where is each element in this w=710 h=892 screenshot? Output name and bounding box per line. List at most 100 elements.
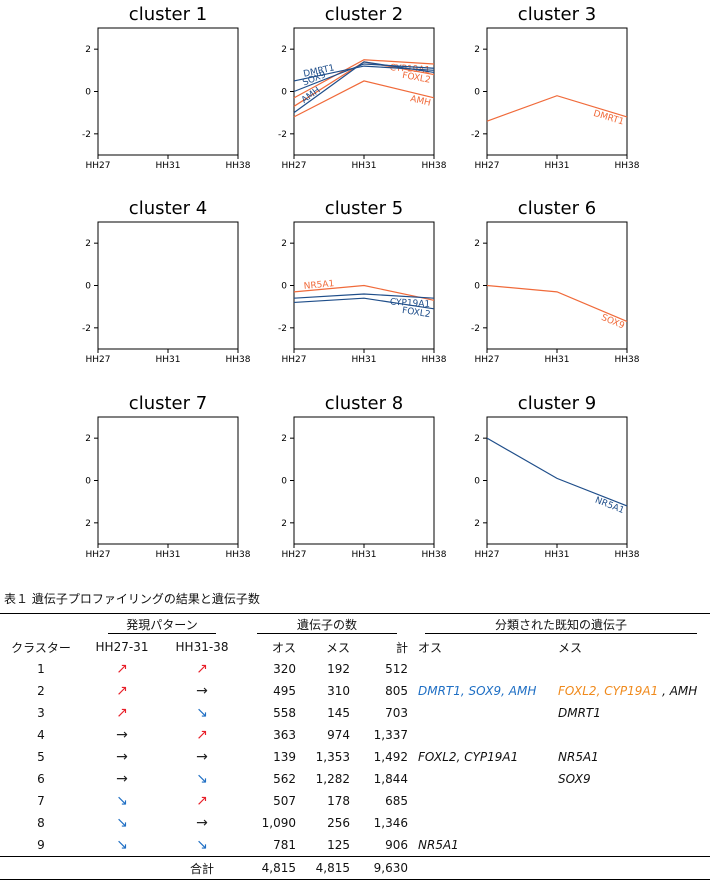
x-tick-label: HH31 — [156, 161, 181, 171]
y-tick-label: 0 — [85, 477, 91, 487]
y-tick-label: -2 — [471, 130, 480, 140]
x-tick-label: HH38 — [422, 355, 447, 365]
cell-male: 139 — [273, 750, 296, 764]
plot-frame — [293, 416, 435, 545]
table-total-row: 合計 4,815 4,815 9,630 — [0, 856, 710, 880]
x-tick-label: HH31 — [545, 355, 570, 365]
header-known-female: メス — [558, 640, 583, 655]
y-tick-label: 2 — [85, 45, 91, 55]
y-tick-label: 2 — [474, 239, 480, 249]
cell-p1: → — [116, 771, 128, 787]
cell-total: 1,337 — [373, 728, 408, 742]
cell-male: 507 — [273, 794, 296, 808]
plot-frame — [486, 416, 628, 545]
cell-p1: ↘ — [116, 793, 128, 809]
table-row: 3 ↗ ↘ 558 145 703 DMRT1 — [0, 702, 710, 724]
y-tick-label: 0 — [281, 477, 287, 487]
cell-cluster: 4 — [37, 728, 45, 742]
series-line — [293, 63, 435, 93]
x-tick-label: HH38 — [615, 355, 640, 365]
x-tick-label: HH38 — [422, 161, 447, 171]
cell-known-male: NR5A1 — [418, 838, 459, 852]
cell-p2: ↗ — [196, 661, 208, 677]
cell-cluster: 9 — [37, 838, 45, 852]
cell-known-male — [412, 812, 552, 834]
series-line — [293, 61, 435, 114]
plot-frame — [486, 27, 628, 156]
cell-total-blank — [412, 856, 552, 880]
cell-p1: ↘ — [116, 837, 128, 853]
cell-cluster: 6 — [37, 772, 45, 786]
x-tick-label: HH38 — [615, 550, 640, 560]
cell-total-blank — [82, 856, 162, 880]
cell-male: 781 — [273, 838, 296, 852]
cell-total-male: 4,815 — [242, 856, 300, 880]
x-tick-label: HH27 — [282, 161, 307, 171]
header-cluster: クラスター — [11, 640, 71, 655]
table-row: 9 ↘ ↘ 781 125 906 NR5A1 — [0, 834, 710, 857]
known-female-extra: , AMH — [658, 684, 698, 698]
x-tick-label: HH27 — [282, 355, 307, 365]
cluster-title: cluster 6 — [518, 198, 596, 219]
series-line — [293, 284, 435, 301]
cell-cluster: 5 — [37, 750, 45, 764]
cell-total-blank — [552, 856, 710, 880]
cell-p2: → — [196, 749, 208, 765]
y-tick-label: -2 — [278, 130, 287, 140]
x-tick-label: HH31 — [545, 161, 570, 171]
cluster-title: cluster 1 — [129, 4, 207, 25]
header-p1: HH27-31 — [95, 640, 149, 654]
y-tick-label: 0 — [474, 282, 480, 292]
cell-male: 558 — [273, 706, 296, 720]
series-label: AMH — [409, 94, 431, 109]
cell-known-male: DMRT1, SOX9, AMH — [418, 684, 537, 698]
x-tick-label: HH38 — [226, 355, 251, 365]
cluster-title: cluster 2 — [325, 4, 403, 25]
plot-frame — [97, 27, 239, 156]
cell-p2: ↗ — [196, 793, 208, 809]
series-line — [486, 95, 628, 122]
series-label: NR5A1 — [303, 279, 334, 292]
y-tick-label: -2 — [471, 324, 480, 334]
cell-male: 1,090 — [261, 816, 296, 830]
cell-known-female — [552, 790, 710, 812]
cell-total: 685 — [385, 794, 408, 808]
series-line — [293, 293, 435, 299]
cell-p2: ↗ — [196, 727, 208, 743]
y-tick-label: -2 — [82, 324, 91, 334]
cell-p1: ↗ — [116, 705, 128, 721]
cell-p2: ↘ — [196, 771, 208, 787]
cell-p2: → — [196, 815, 208, 831]
y-tick-label: 2 — [85, 519, 91, 529]
cell-total-female: 4,815 — [300, 856, 354, 880]
cell-male: 363 — [273, 728, 296, 742]
cell-known-male — [412, 702, 552, 724]
cell-female: 1,353 — [315, 750, 350, 764]
cell-total: 906 — [385, 838, 408, 852]
header-pattern: 発現パターン — [82, 613, 242, 636]
cluster-title: cluster 4 — [129, 198, 207, 219]
cluster-chart-grid: cluster 1 2 0 -2 HH27 HH31 HH38 cluster 2 2 0 -2 HH… — [82, 4, 640, 560]
plot-frame — [486, 221, 628, 350]
cell-female: 192 — [327, 662, 350, 676]
x-tick-label: HH38 — [226, 161, 251, 171]
cell-known-female — [552, 812, 710, 834]
x-tick-label: HH31 — [352, 550, 377, 560]
table-row: 5 → → 139 1,353 1,492 FOXL2, CYP19A1 NR5… — [0, 746, 710, 768]
table-row: 4 → ↗ 363 974 1,337 — [0, 724, 710, 746]
y-tick-label: -2 — [82, 130, 91, 140]
y-tick-label: 2 — [281, 45, 287, 55]
x-tick-label: HH38 — [226, 550, 251, 560]
x-tick-label: HH27 — [86, 161, 111, 171]
header-known-male: オス — [418, 640, 443, 655]
series-line — [486, 437, 628, 507]
cell-female: 145 — [327, 706, 350, 720]
y-tick-label: 0 — [474, 477, 480, 487]
cell-female: 256 — [327, 816, 350, 830]
series-label: AMH — [300, 86, 323, 106]
cell-known-female: NR5A1 — [558, 750, 599, 764]
y-tick-label: 0 — [474, 88, 480, 98]
cell-p1: ↘ — [116, 815, 128, 831]
known-female-colored: FOXL2, CYP19A1 — [558, 684, 659, 698]
cluster-table: 発現パターン 遺伝子の数 分類された既知の遺伝子 クラスター HH27-31 H… — [0, 613, 710, 880]
